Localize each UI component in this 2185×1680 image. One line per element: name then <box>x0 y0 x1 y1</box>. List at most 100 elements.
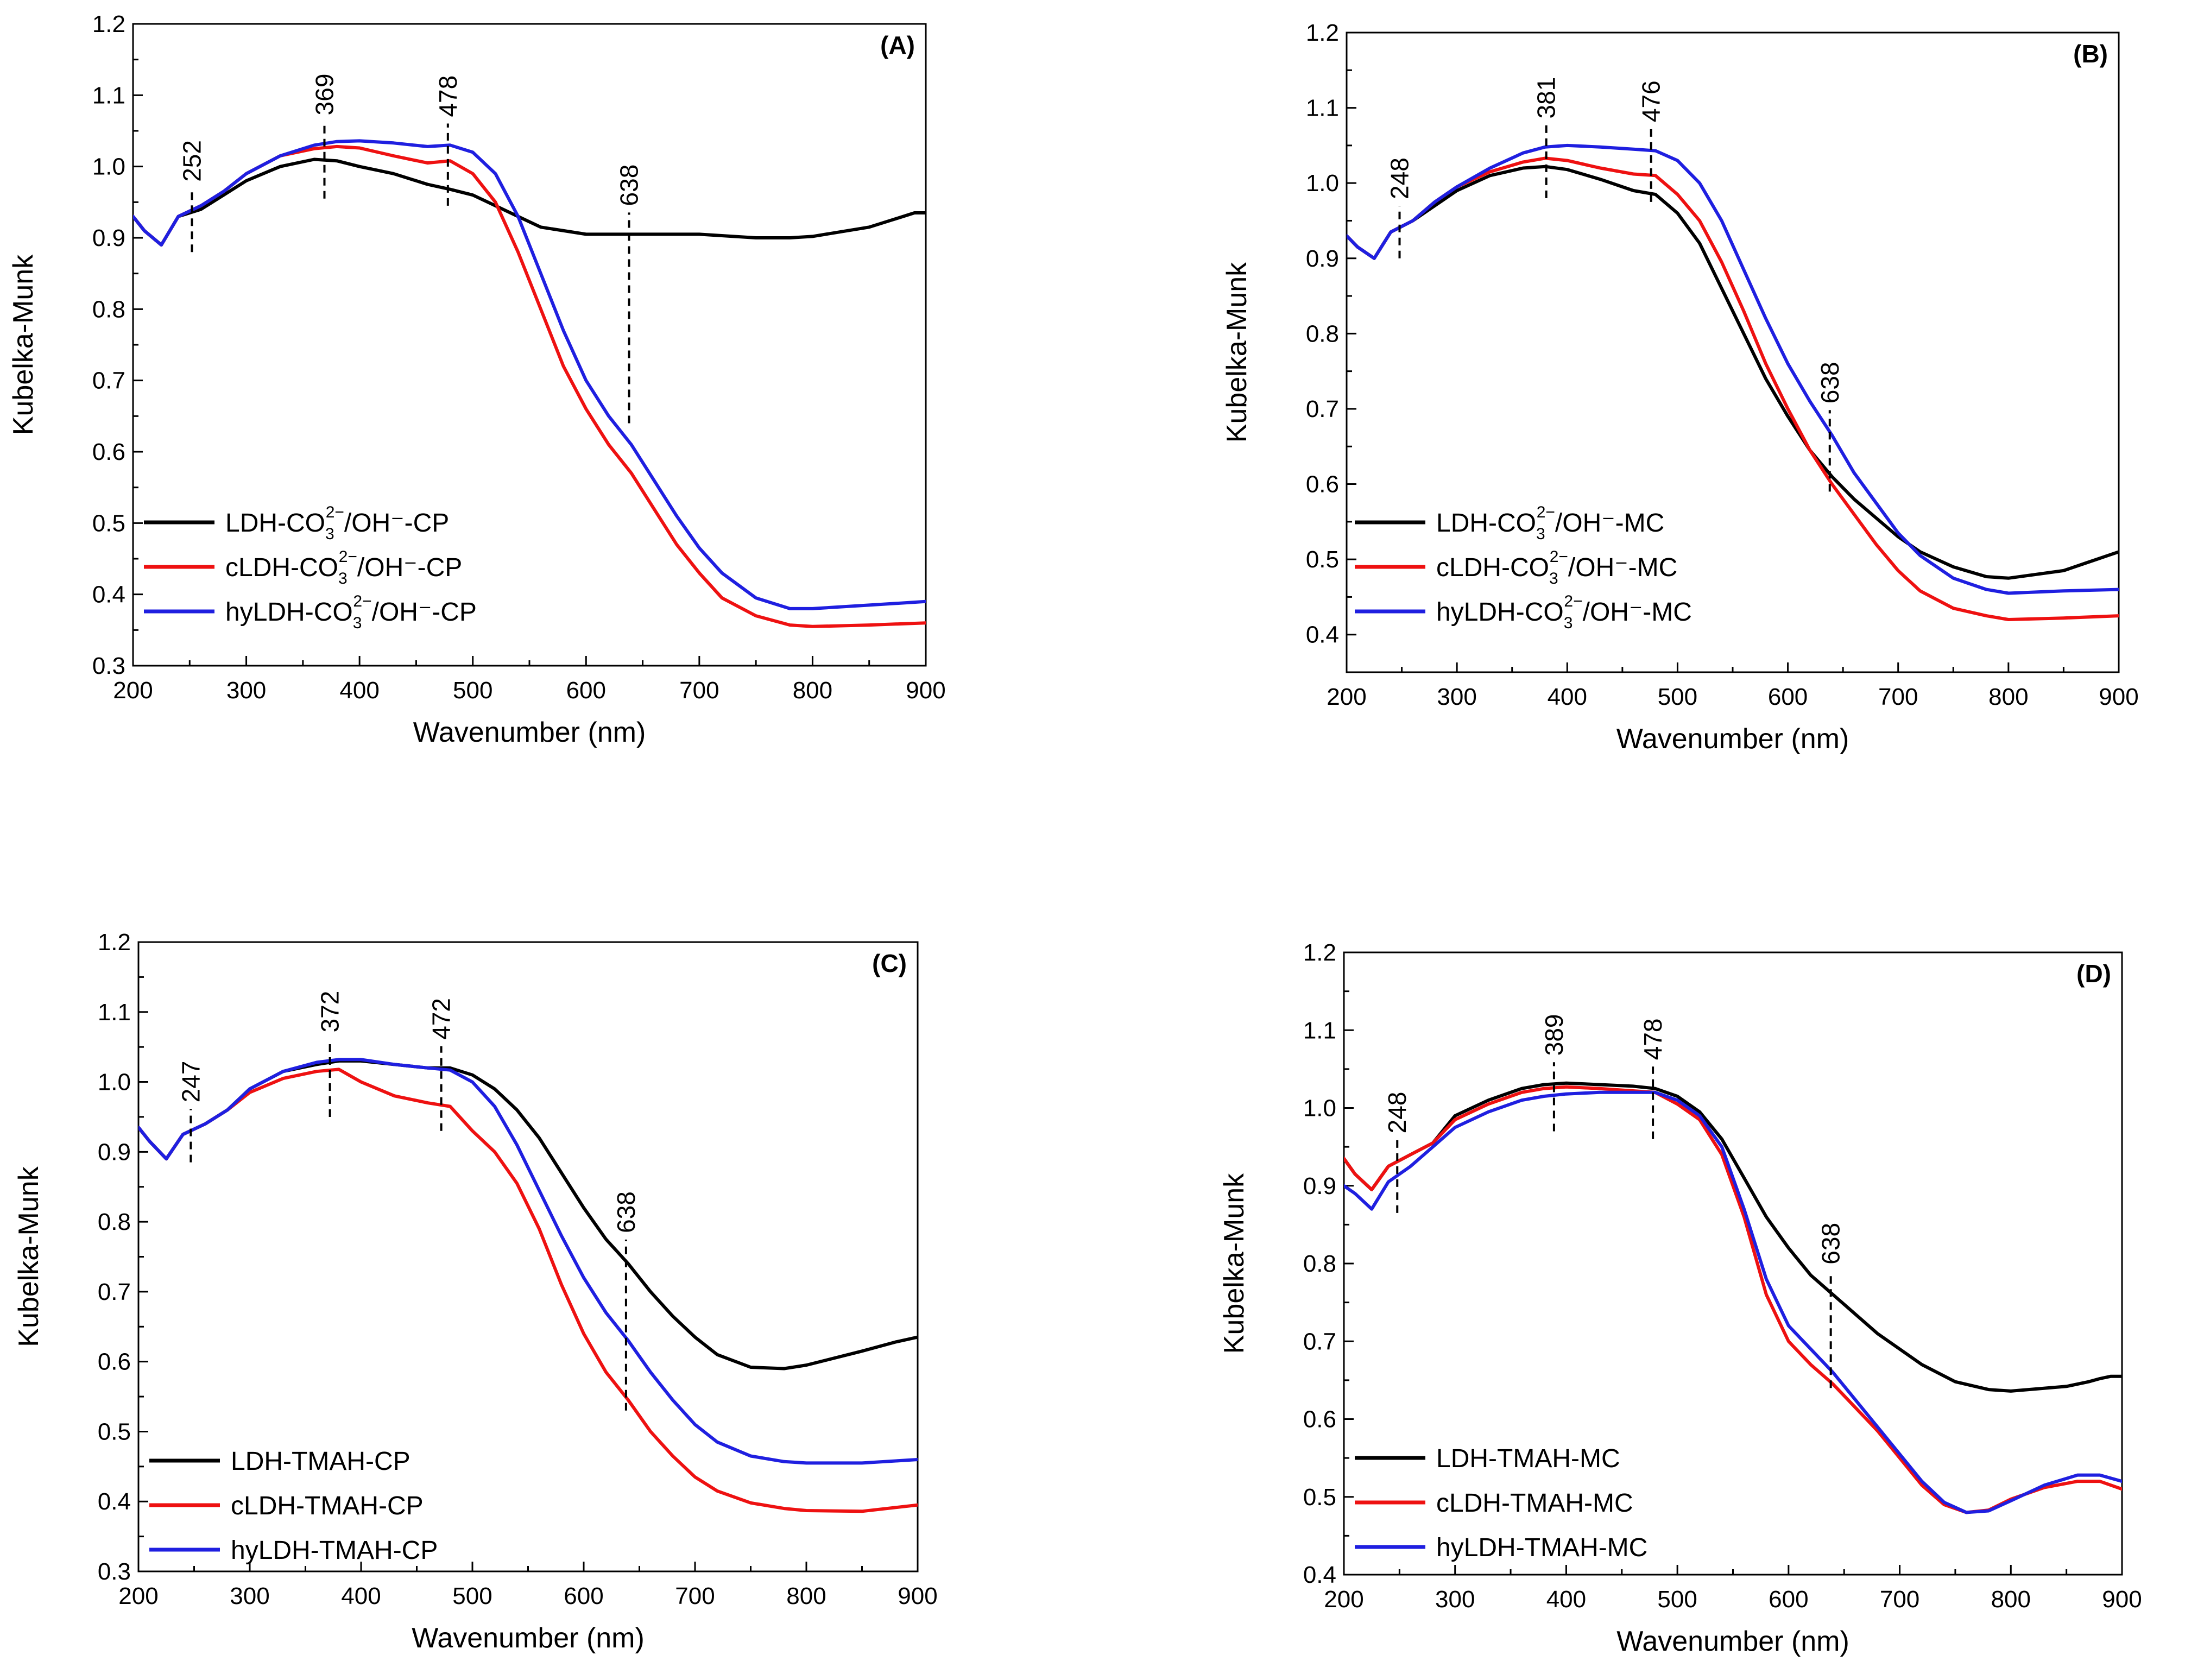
legend-label-subscript: 3 <box>1549 570 1558 588</box>
y-tick-label: 0.6 <box>1306 471 1339 498</box>
series-group <box>138 1058 918 1513</box>
plot-frame <box>137 941 919 1572</box>
y-tick-label: 1.1 <box>92 82 125 109</box>
peak-label: 472 <box>427 998 456 1040</box>
y-axis-title: Kubelka-Munk <box>1221 262 1253 443</box>
legend-label-superscript: 2− <box>1550 548 1568 566</box>
y-tick-label: 0.7 <box>92 368 125 394</box>
x-tick-label: 200 <box>1327 684 1366 710</box>
y-tick-label: 0.6 <box>1303 1406 1336 1433</box>
y-tick-label: 0.9 <box>1306 245 1339 272</box>
y-tick-label: 0.8 <box>1306 320 1339 347</box>
y-tick-label: 0.7 <box>1306 396 1339 422</box>
x-tick-label: 400 <box>341 1583 381 1609</box>
legend-label: cLDH-CO3 2−/OH⁻-MC <box>1436 548 1677 588</box>
x-tick-label: 200 <box>118 1583 158 1609</box>
x-tick-label: 800 <box>1988 684 2028 710</box>
series-line-3 <box>1344 1090 2122 1514</box>
legend-label-subscript: 3 <box>1564 614 1573 632</box>
legend-label-suffix: /OH⁻-MC <box>1583 598 1692 627</box>
legend-label-suffix: /OH⁻-MC <box>1568 553 1677 582</box>
y-tick-label: 0.5 <box>1306 546 1339 573</box>
y-tick-label: 1.0 <box>1303 1095 1336 1122</box>
legend-label-subscript: 3 <box>338 570 348 588</box>
peak-label: 372 <box>316 991 344 1033</box>
panel-b: 200 300 400 500 600 700 800 900 0.4 0.5 0.6 0.7 0.8 0… <box>1221 20 2139 755</box>
y-tick-label: 0.4 <box>92 582 125 608</box>
y-tick-label: 1.1 <box>98 999 131 1026</box>
y-tick-label: 0.4 <box>1303 1562 1336 1588</box>
series-group <box>1344 1081 2122 1514</box>
legend-label: LDH-CO3 2−/OH⁻-MC <box>1436 503 1664 543</box>
y-tick-label: 1.0 <box>98 1069 131 1096</box>
y-tick-label: 0.8 <box>92 296 125 323</box>
legend-label-superscript: 2− <box>1564 592 1582 610</box>
y-axis-title: Kubelka-Munk <box>13 1166 45 1347</box>
y-tick-label: 1.1 <box>1306 95 1339 122</box>
legend-label-main: cLDH-CO <box>225 553 338 582</box>
legend-label-suffix: /OH⁻-CP <box>344 509 449 538</box>
peak-label: 252 <box>178 140 206 182</box>
series-line-3 <box>133 139 926 610</box>
y-axis-title: Kubelka-Munk <box>1218 1173 1250 1354</box>
panel-label: (D) <box>2076 959 2111 988</box>
peak-label: 638 <box>1816 362 1844 403</box>
legend-label-subscript: 3 <box>325 525 334 543</box>
legend-label-main: hyLDH-TMAH-CP <box>231 1536 438 1565</box>
y-tick-label: 0.6 <box>92 439 125 465</box>
y-tick-label: 0.9 <box>98 1139 131 1165</box>
peak-label: 638 <box>1817 1223 1845 1265</box>
x-tick-label: 700 <box>675 1583 715 1609</box>
x-tick-label: 400 <box>1548 684 1587 710</box>
y-tick-label: 1.1 <box>1303 1017 1336 1044</box>
panel-c: 200 300 400 500 600 700 800 900 0.3 0.4 0.5 0.6 0.7 0… <box>13 929 938 1654</box>
x-tick-label: 900 <box>2099 684 2138 710</box>
y-tick-label: 0.7 <box>98 1279 131 1305</box>
y-tick-label: 0.3 <box>98 1558 131 1585</box>
legend-label-main: hyLDH-CO <box>1436 598 1564 627</box>
legend: LDH-TMAH-MC cLDH-TMAH-MC hyLDH-TMAH-MC <box>1355 1444 1647 1562</box>
legend-label-superscript: 2− <box>1537 503 1555 521</box>
y-tick-label: 0.4 <box>1306 622 1339 648</box>
y-tick-label: 1.2 <box>92 11 125 37</box>
plot-frame <box>1343 951 2123 1576</box>
panel-label: (B) <box>2073 40 2108 68</box>
x-tick-label: 300 <box>226 677 266 704</box>
legend-label-main: cLDH-TMAH-MC <box>1436 1489 1633 1518</box>
x-tick-label: 700 <box>1880 1586 1919 1613</box>
legend-label-main: LDH-CO <box>225 509 325 538</box>
legend-label-subscript: 3 <box>1536 525 1545 543</box>
x-tick-label: 700 <box>1878 684 1918 710</box>
x-tick-label: 500 <box>453 677 492 704</box>
x-tick-label: 400 <box>339 677 379 704</box>
legend-label: cLDH-CO3 2−/OH⁻-CP <box>225 548 462 588</box>
x-tick-label: 300 <box>230 1583 269 1609</box>
series-line-1 <box>1347 165 2119 580</box>
x-tick-label: 200 <box>1324 1586 1363 1613</box>
y-tick-label: 1.0 <box>92 154 125 180</box>
legend-label: cLDH-TMAH-CP <box>231 1492 424 1520</box>
y-tick-label: 0.9 <box>1303 1173 1336 1199</box>
legend-label-main: LDH-CO <box>1436 509 1536 538</box>
x-axis-title: Wavenumber (nm) <box>412 1622 645 1654</box>
peak-label: 638 <box>612 1191 640 1233</box>
series-group <box>1347 143 2119 621</box>
x-tick-label: 600 <box>564 1583 603 1609</box>
legend-label-main: LDH-TMAH-MC <box>1436 1444 1620 1473</box>
x-tick-label: 200 <box>113 677 153 704</box>
legend-label: LDH-CO3 2−/OH⁻-CP <box>225 503 449 543</box>
legend-label: cLDH-TMAH-MC <box>1436 1489 1633 1518</box>
legend-label-main: hyLDH-CO <box>225 598 353 627</box>
x-tick-label: 700 <box>679 677 719 704</box>
y-tick-label: 0.7 <box>1303 1328 1336 1355</box>
x-tick-label: 600 <box>1768 684 1808 710</box>
legend-label-superscript: 2− <box>353 592 371 610</box>
legend-label-subscript: 3 <box>353 614 362 632</box>
legend-label-suffix: /OH⁻-CP <box>372 598 477 627</box>
panel-label: (A) <box>880 31 915 59</box>
series-line-1 <box>133 157 926 247</box>
legend-label: LDH-TMAH-MC <box>1436 1444 1620 1473</box>
y-tick-label: 0.8 <box>98 1209 131 1235</box>
x-tick-label: 600 <box>1769 1586 1808 1613</box>
